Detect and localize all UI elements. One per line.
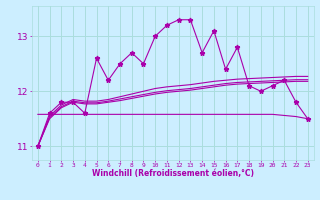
X-axis label: Windchill (Refroidissement éolien,°C): Windchill (Refroidissement éolien,°C) xyxy=(92,169,254,178)
